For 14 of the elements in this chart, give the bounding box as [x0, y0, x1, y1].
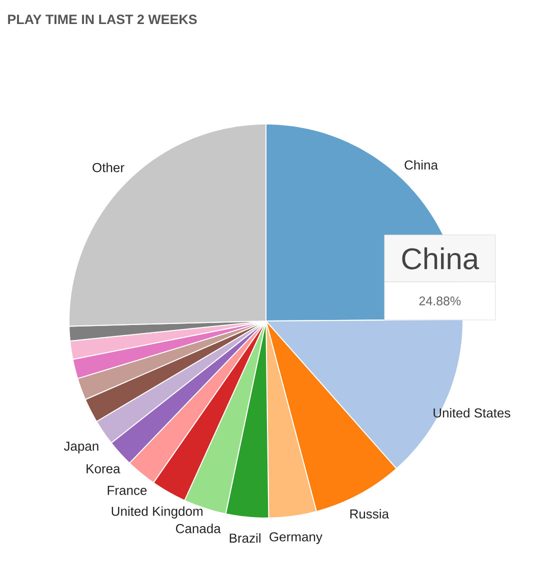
slice-label: Brazil — [230, 533, 260, 543]
slice-label: United States — [434, 408, 510, 418]
slice-label: Canada — [176, 524, 221, 534]
slice-label: Germany — [270, 532, 322, 544]
data-label: 24.88% — [419, 296, 461, 306]
slice-label: United Kingdom — [112, 506, 202, 518]
slice-label: France — [108, 486, 147, 495]
slice-label: Other — [92, 162, 124, 172]
chart-title: PLAY TIME IN LAST 2 WEEKS — [8, 14, 197, 24]
slice-label: Russia — [350, 509, 390, 519]
slice-label: Korea — [86, 464, 120, 474]
slice-label: Japan — [64, 442, 98, 454]
slice-label: China — [404, 160, 438, 170]
text: China — [402, 247, 480, 270]
